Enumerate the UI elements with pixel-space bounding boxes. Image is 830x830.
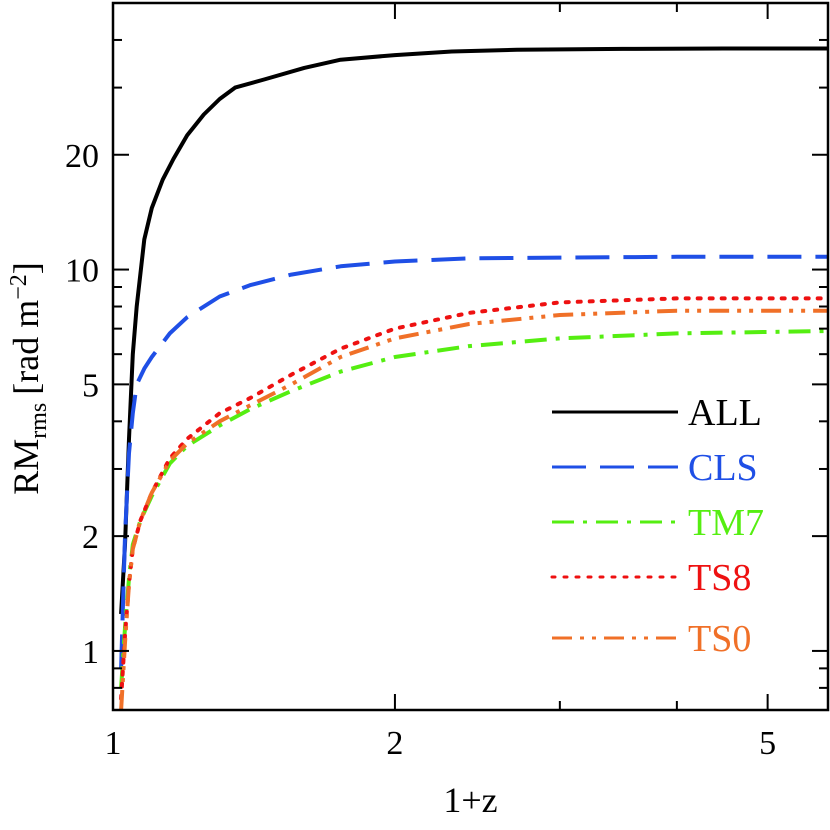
tick-labels: 1 2 5 1 2 5 10 20	[65, 138, 776, 762]
y-tick-label: 2	[82, 519, 99, 556]
x-axis-title: 1+z	[443, 780, 497, 820]
tick-layer	[112, 2, 828, 711]
x-tick-label: 5	[759, 725, 776, 762]
legend-label: TS0	[688, 618, 751, 660]
series-layer	[119, 46, 828, 710]
x-tick-label: 1	[105, 725, 122, 762]
plot-frame	[111, 1, 830, 712]
legend-entry-cls: CLS	[552, 447, 758, 489]
y-tick-label: 1	[82, 634, 99, 671]
legend: ALL CLS TM7 TS8 TS0	[550, 392, 764, 660]
legend-label: TM7	[688, 502, 764, 544]
y-tick-label: 20	[65, 138, 99, 175]
y-tick-label: 10	[65, 253, 99, 290]
y-tick-label: 5	[82, 367, 99, 404]
x-tick-label: 2	[386, 725, 403, 762]
series-line-ts8	[119, 296, 828, 701]
legend-entry-ts0: TS0	[552, 618, 751, 660]
y-axis-title: RMrms [rad m−2]	[6, 262, 52, 495]
y-axis-title-unit-close: ]	[6, 262, 46, 274]
legend-label: CLS	[688, 447, 758, 489]
legend-entry-tm7: TM7	[552, 502, 764, 544]
y-axis-title-subscript: rms	[26, 403, 52, 439]
y-axis-title-unit: [rad m	[6, 300, 46, 395]
series-line-cls	[119, 254, 828, 669]
y-axis-title-main: RM	[6, 439, 46, 495]
legend-entry-ts8: TS8	[550, 557, 751, 599]
legend-entry-all: ALL	[552, 392, 762, 434]
series-line-ts0	[119, 308, 828, 710]
legend-label: TS8	[688, 557, 751, 599]
legend-label: ALL	[688, 392, 762, 434]
y-axis-title-superscript: −2	[6, 274, 32, 300]
series-line-all	[119, 46, 828, 615]
svg-text:RMrms[rad m−2]: RMrms [rad m−2]	[6, 262, 52, 495]
